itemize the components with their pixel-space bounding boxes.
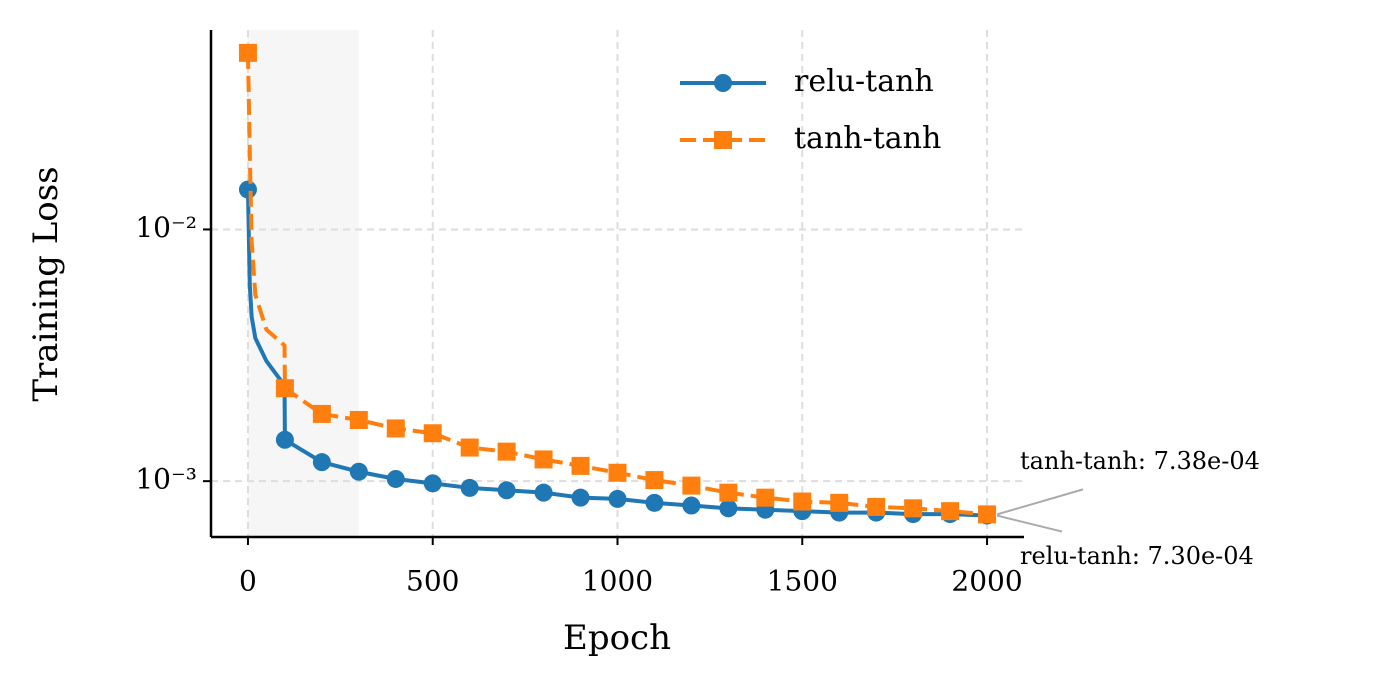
marker — [238, 43, 257, 62]
marker — [349, 462, 368, 481]
annotation-arrow — [996, 488, 1084, 516]
marker — [275, 430, 294, 449]
marker — [571, 488, 590, 507]
marker — [497, 442, 516, 461]
y-axis-label: Training Loss — [26, 166, 66, 401]
marker — [719, 483, 738, 502]
marker — [682, 476, 701, 495]
marker — [238, 180, 257, 199]
annotation: tanh-tanh: 7.38e-04 — [1020, 447, 1260, 475]
marker — [941, 502, 960, 521]
x-tick-label: 1000 — [582, 565, 653, 598]
annotation: relu-tanh: 7.30e-04 — [1020, 542, 1254, 570]
marker — [386, 419, 405, 438]
legend-label: tanh-tanh — [794, 121, 941, 156]
marker — [460, 438, 479, 457]
marker — [645, 471, 664, 490]
x-tick-label: 1500 — [767, 565, 838, 598]
marker — [423, 474, 442, 493]
marker — [645, 493, 664, 512]
marker — [830, 493, 849, 512]
marker — [534, 450, 553, 469]
x-tick-label: 2000 — [951, 565, 1022, 598]
marker — [978, 505, 997, 524]
marker — [460, 478, 479, 497]
x-tick-label: 500 — [406, 565, 459, 598]
marker — [756, 488, 775, 507]
marker — [349, 410, 368, 429]
marker — [497, 481, 516, 500]
marker — [682, 496, 701, 515]
marker — [423, 424, 442, 443]
legend-marker — [714, 74, 732, 92]
marker — [793, 492, 812, 511]
marker — [571, 456, 590, 475]
marker — [608, 463, 627, 482]
legend-label: relu-tanh — [794, 64, 934, 99]
y-tick-label: 10⁻³ — [135, 463, 197, 496]
y-tick-label: 10⁻² — [135, 211, 197, 244]
legend-marker — [714, 131, 732, 149]
marker — [312, 453, 331, 472]
marker — [719, 499, 738, 518]
marker — [904, 499, 923, 518]
marker — [312, 404, 331, 423]
marker — [867, 497, 886, 516]
marker — [275, 379, 294, 398]
marker — [534, 483, 553, 502]
marker — [608, 489, 627, 508]
highlight-span — [247, 30, 359, 537]
x-tick-label: 0 — [239, 565, 257, 598]
annotation-arrow — [996, 514, 1063, 533]
marker — [386, 469, 405, 488]
x-axis-label: Epoch — [563, 618, 671, 658]
